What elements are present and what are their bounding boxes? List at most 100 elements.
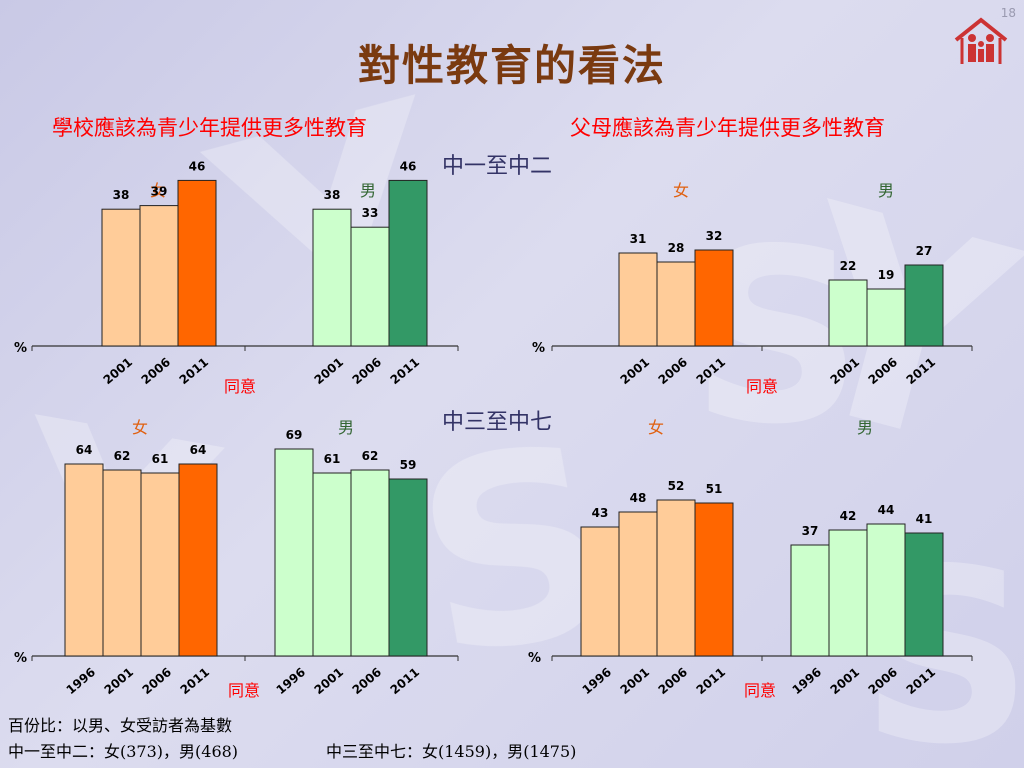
bar-male-1996 [274, 448, 314, 657]
bar-male-2011 [388, 179, 428, 347]
series-name-male: 男 [857, 418, 873, 437]
data-label: 28 [668, 241, 685, 255]
series-name-female: 女 [648, 418, 664, 437]
x-tick-label: 1996 [790, 665, 825, 697]
x-tick-label: 2006 [866, 665, 901, 697]
series-name-female: 女 [132, 418, 148, 437]
page-title: 對性教育的看法 [357, 41, 666, 90]
parent-column-title: 父母應該為青少年提供更多性教育 [570, 116, 885, 140]
x-tick-label: 2006 [656, 355, 691, 387]
data-label: 62 [114, 449, 131, 463]
bar-female-1996 [64, 463, 104, 657]
junior-group-title: 中一至中二 [442, 154, 553, 179]
series-name-female: 女 [150, 181, 166, 200]
x-tick-label: 2011 [694, 355, 729, 387]
data-label: 41 [916, 512, 933, 526]
data-label: 27 [916, 244, 933, 258]
x-tick-label: 1996 [274, 665, 309, 697]
x-tick-label: 1996 [580, 665, 615, 697]
senior-group-title: 中三至中七 [442, 410, 553, 435]
bar-female-1996 [580, 526, 620, 657]
x-axis-label: 同意 [746, 377, 778, 396]
y-unit-label: % [528, 651, 541, 666]
x-axis-label: 同意 [224, 377, 256, 396]
y-unit-label: % [14, 651, 27, 666]
bar-female-2011 [178, 463, 218, 657]
bar-male-2001 [312, 472, 352, 657]
x-axis-label: 同意 [744, 681, 776, 700]
x-tick-label: 2001 [312, 355, 347, 387]
x-tick-label: 2006 [350, 355, 385, 387]
series-name-female: 女 [673, 181, 689, 200]
data-label: 43 [592, 506, 609, 520]
data-label: 64 [76, 443, 93, 457]
data-label: 39 [151, 185, 168, 199]
x-tick-label: 1996 [64, 665, 99, 697]
x-tick-label: 2001 [828, 355, 863, 387]
bar-male-2011 [388, 478, 428, 657]
data-label: 37 [802, 524, 819, 538]
bar-female-2001 [101, 208, 141, 347]
x-tick-label: 2006 [139, 355, 174, 387]
logo-icon [954, 17, 1008, 64]
bar-female-2001 [618, 511, 658, 657]
data-label: 33 [362, 206, 379, 220]
data-label: 62 [362, 449, 379, 463]
bar-female-2011 [694, 249, 734, 347]
data-label: 42 [840, 509, 857, 523]
x-tick-label: 2006 [866, 355, 901, 387]
bar-male-2006 [350, 469, 390, 657]
bar-male-2001 [828, 279, 868, 347]
x-tick-label: 2011 [904, 355, 939, 387]
bar-female-2011 [177, 179, 217, 347]
x-tick-label: 2011 [177, 355, 212, 387]
x-axis-label: 同意 [228, 681, 260, 700]
x-tick-label: 2011 [388, 355, 423, 387]
x-tick-label: 2006 [350, 665, 385, 697]
series-name-male: 男 [878, 181, 894, 200]
data-label: 52 [668, 479, 685, 493]
data-label: 64 [190, 443, 207, 457]
data-label: 48 [630, 491, 647, 505]
data-label: 59 [400, 458, 417, 472]
x-tick-label: 2011 [694, 665, 729, 697]
page-number: 18 [1000, 6, 1016, 20]
footnote-base: 百份比：以男、女受訪者為基數 [8, 716, 233, 735]
bar-female-2006 [656, 261, 696, 347]
data-label: 61 [324, 452, 341, 466]
series-name-male: 男 [360, 181, 376, 200]
x-tick-label: 2001 [828, 665, 863, 697]
series-name-male: 男 [338, 418, 354, 437]
data-label: 22 [840, 259, 857, 273]
x-tick-label: 2001 [618, 355, 653, 387]
data-label: 61 [152, 452, 169, 466]
x-tick-label: 2001 [101, 355, 136, 387]
bar-male-2006 [866, 288, 906, 347]
bar-male-2001 [312, 208, 352, 347]
data-label: 31 [630, 232, 647, 246]
y-unit-label: % [14, 341, 27, 356]
bar-female-2001 [618, 252, 658, 347]
bar-female-2011 [694, 502, 734, 657]
bar-female-2006 [140, 472, 180, 657]
data-label: 38 [113, 188, 130, 202]
data-label: 69 [286, 428, 303, 442]
x-tick-label: 2011 [904, 665, 939, 697]
bar-female-2001 [102, 469, 142, 657]
bar-male-1996 [790, 544, 830, 657]
bar-male-2011 [904, 532, 944, 657]
data-label: 51 [706, 482, 723, 496]
data-label: 46 [189, 159, 206, 173]
x-tick-label: 2011 [388, 665, 423, 697]
bar-male-2011 [904, 264, 944, 347]
data-label: 32 [706, 229, 723, 243]
x-tick-label: 2001 [618, 665, 653, 697]
x-tick-label: 2001 [312, 665, 347, 697]
data-label: 46 [400, 159, 417, 173]
bar-female-2006 [656, 499, 696, 657]
bar-female-2006 [139, 205, 179, 347]
school-column-title: 學校應該為青少年提供更多性教育 [52, 116, 367, 140]
bar-male-2006 [866, 523, 906, 657]
data-label: 38 [324, 188, 341, 202]
